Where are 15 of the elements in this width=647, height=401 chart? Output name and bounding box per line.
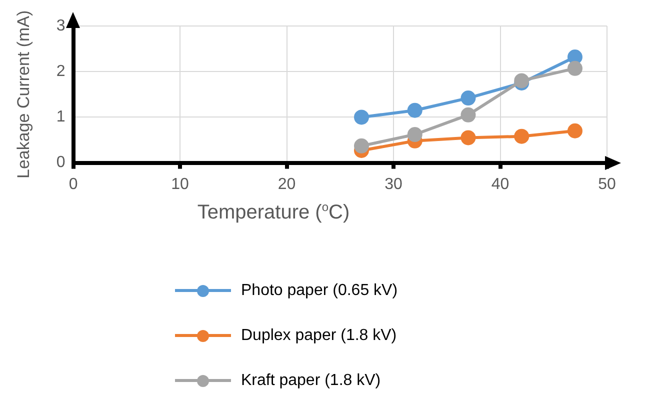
x-tick-label: 10 bbox=[171, 176, 190, 193]
y-tick-label: 1 bbox=[56, 108, 66, 126]
y-axis-title: Leakage Current (mA) bbox=[14, 10, 33, 178]
y-tick-label: 2 bbox=[56, 63, 66, 80]
x-tick-label: 50 bbox=[598, 176, 616, 193]
x-tick-label: 0 bbox=[68, 176, 78, 193]
x-tick-label: 30 bbox=[384, 176, 403, 193]
x-axis-title: Temperature ($^{o}$C) bbox=[196, 200, 351, 225]
y-tick-label: 3 bbox=[56, 17, 66, 34]
x-tick-label: 40 bbox=[491, 176, 510, 193]
legend-label: Kraft paper (1.8 kV) bbox=[241, 372, 381, 390]
x-tick-label: 20 bbox=[278, 176, 296, 193]
y-tick-label: 0 bbox=[56, 154, 66, 172]
legend-label: Duplex paper (1.8 kV) bbox=[241, 326, 397, 344]
legend-label: Photo paper (0.65 kV) bbox=[241, 282, 398, 300]
